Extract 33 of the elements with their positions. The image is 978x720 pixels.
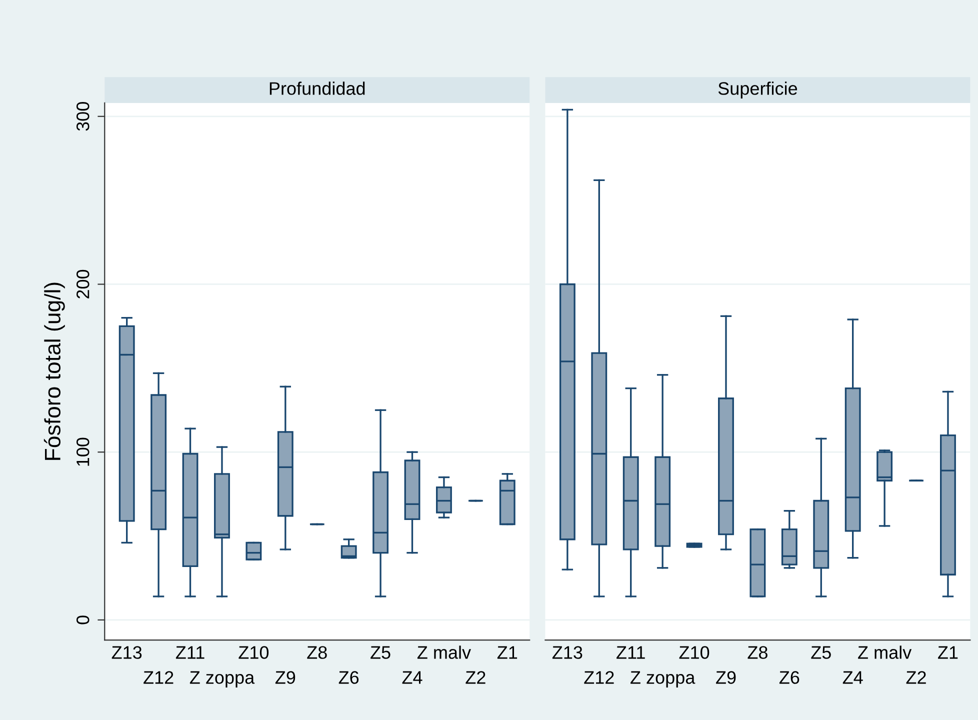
x-tick-label: Z2 (906, 671, 926, 684)
y-axis-title: Fósforo total (ug/l) (44, 282, 65, 460)
x-tick-label: Z1 (938, 646, 958, 659)
x-tick-label: Z11 (176, 646, 204, 659)
x-tick-label: Z4 (842, 671, 863, 684)
x-tick-label: Z zoppa (630, 671, 696, 688)
x-tick-label: Z10 (679, 646, 710, 659)
x-tick-label: Z9 (275, 671, 296, 684)
x-tick-label: Z5 (811, 646, 831, 659)
x-tick-label: Z12 (144, 671, 174, 684)
x-tick-label: Z6 (779, 671, 800, 684)
x-tick-label: Z malv (417, 646, 471, 659)
x-tick-label: Z10 (238, 646, 269, 659)
chart-title: Superficie (718, 82, 798, 98)
chart-title: Profundidad (270, 82, 365, 95)
y-tick-label: 100 (76, 438, 90, 466)
x-tick-label: Z4 (402, 671, 422, 684)
x-tick-label: Z6 (338, 671, 359, 684)
x-tick-label: Z12 (584, 671, 614, 684)
x-tick-label: Z9 (716, 671, 736, 684)
x-tick-label: Z8 (748, 646, 768, 659)
y-tick-label: 300 (76, 102, 90, 131)
y-tick-label: 0 (76, 616, 90, 624)
x-tick-label: Z8 (307, 646, 327, 659)
x-tick-label: Z13 (552, 646, 582, 659)
x-tick-label: Z13 (112, 646, 142, 659)
x-tick-label: Z zoppa (190, 671, 255, 688)
x-tick-label: Z5 (370, 646, 390, 659)
y-tick-label: 200 (76, 270, 90, 298)
x-tick-label: Z malv (858, 646, 912, 659)
x-tick-label: Z2 (466, 671, 486, 684)
x-tick-label: Z11 (616, 646, 645, 659)
x-tick-label: Z1 (497, 646, 518, 659)
